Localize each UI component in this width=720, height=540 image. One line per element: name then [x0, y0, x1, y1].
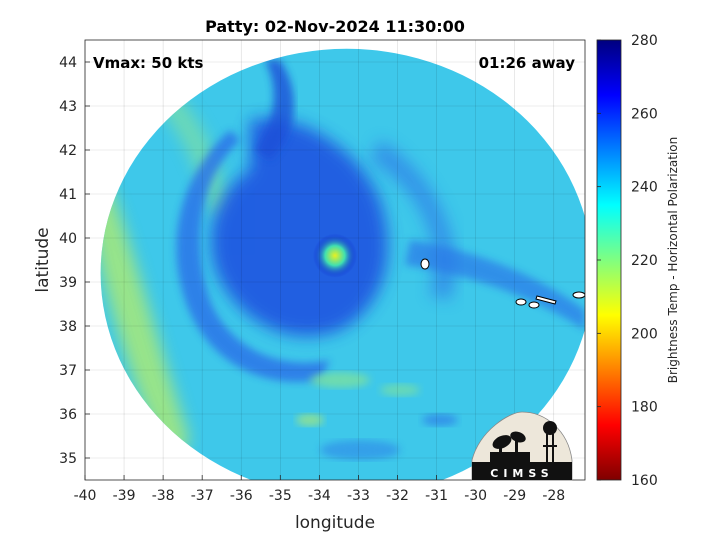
x-tick-label: -37 [191, 488, 214, 504]
x-tick-label: -35 [269, 488, 292, 504]
time-away-label: 01:26 away [479, 54, 576, 72]
x-tick-label: -29 [503, 488, 526, 504]
brightness-swath [100, 48, 585, 480]
x-tick-label: -34 [308, 488, 331, 504]
x-tick-label: -38 [152, 488, 175, 504]
colorbar-tick-label: 200 [631, 326, 658, 342]
y-tick-label: 42 [59, 143, 77, 159]
logo-text: CIMSS [490, 467, 553, 480]
x-tick-label: -33 [347, 488, 370, 504]
y-tick-label: 35 [59, 451, 77, 467]
x-tick-label: -31 [425, 488, 448, 504]
colorbar-label: Brightness Temp - Horizontal Polarizatio… [666, 137, 680, 384]
x-tick-label: -39 [113, 488, 136, 504]
cimss-logo: CIMSS [471, 411, 573, 481]
y-axis-label: latitude [33, 227, 53, 292]
colorbar-tick-label: 260 [631, 106, 658, 122]
colorbar-tick-label: 240 [631, 180, 658, 196]
plot-frame [84, 39, 586, 481]
colorbar-tick-label: 280 [631, 33, 658, 49]
island-outlines [420, 258, 585, 309]
x-tick-label: -30 [464, 488, 487, 504]
x-tick-label: -28 [542, 488, 565, 504]
y-tick-label: 36 [59, 407, 77, 423]
x-axis-label: longitude [295, 513, 375, 533]
colorbar-tick-label: 180 [631, 400, 658, 416]
y-tick-label: 40 [59, 231, 77, 247]
y-tick-label: 43 [59, 99, 77, 115]
y-tick-label: 44 [59, 55, 77, 71]
x-tick-label: -36 [230, 488, 253, 504]
chart-title: Patty: 02-Nov-2024 11:30:00 [205, 17, 465, 36]
colorbar-ticks: 160 180 200 220 240 260 280 [597, 33, 658, 489]
colorbar-tick-label: 160 [631, 473, 658, 489]
x-tick-label: -32 [386, 488, 409, 504]
dish-icon [490, 431, 530, 462]
y-tick-label: 37 [59, 363, 77, 379]
vmax-label: Vmax: 50 kts [93, 54, 203, 72]
y-tick-label: 38 [59, 319, 77, 335]
colorbar: 160 180 200 220 240 260 280 Brightness Temp - … [596, 33, 680, 489]
y-tick-label: 39 [59, 275, 77, 291]
x-axis: -40 -39 -38 -37 -36 -35 -34 -33 -32 -31 -30 -29 -28 [74, 475, 565, 504]
y-tick-label: 41 [59, 187, 77, 203]
colorbar-tick-label: 220 [631, 253, 658, 269]
water-tower-icon [543, 421, 557, 462]
x-tick-label: -40 [74, 488, 97, 504]
y-axis: 35 36 37 38 39 40 41 42 43 44 [59, 55, 90, 467]
